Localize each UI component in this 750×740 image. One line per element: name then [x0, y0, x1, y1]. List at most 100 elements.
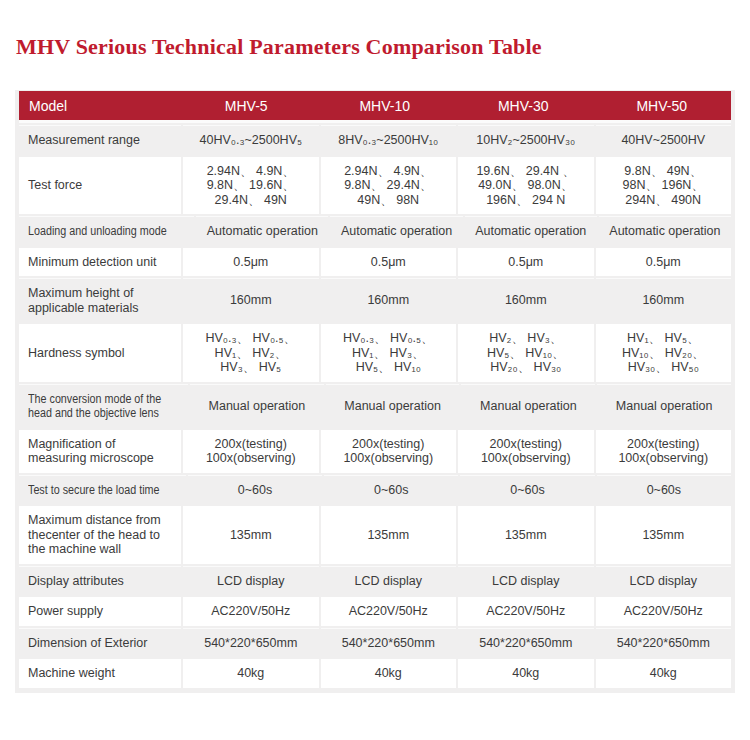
cell-value: 0.5μm [458, 248, 594, 277]
cell-value: 40HV₀.₃~2500HV₅ [183, 125, 319, 155]
cell-value: LCD display [321, 566, 457, 596]
table-row: Dimension of Exterior540*220*650mm540*22… [19, 628, 731, 658]
cell-value: 200x(testing) 100x(observing) [321, 430, 457, 473]
row-label: Hardness symbol [19, 324, 181, 382]
column-header: Model [19, 91, 177, 120]
cell-value: 10HV₂~2500HV₃₀ [458, 125, 594, 155]
cell-value: 0.5μm [321, 248, 457, 277]
cell-value: Automatic operation [330, 216, 462, 246]
cell-value: LCD display [183, 566, 319, 596]
row-label-text: Maximum height of applicable materials [28, 286, 138, 315]
table-row: Maximum height of applicable materials 16… [19, 278, 731, 322]
cell-value: Manual operation [326, 384, 460, 428]
parameters-table: ModelMHV-5MHV-10MHV-30MHV-50 Measurement… [15, 90, 735, 693]
cell-value: 0~60s [324, 475, 458, 505]
table-row: Loading and unloading mode Automatic oper… [19, 216, 731, 246]
row-label: Machine weight [19, 659, 181, 688]
row-label: Test force [19, 157, 181, 215]
cell-value: 8HV₀.₃~2500HV₁₀ [321, 125, 457, 155]
cell-value: 540*220*650mm [321, 628, 457, 658]
row-label: Maximum distance from thecenter of the h… [19, 506, 181, 564]
row-label: Measurement range [19, 125, 181, 155]
row-label-text: Minimum detection unit [28, 255, 157, 270]
cell-value: HV₀.₃、 HV₀.₅、 HV₁、 HV₂、 HV₃、 HV₅ [183, 324, 319, 382]
cell-value: AC220V/50Hz [596, 597, 732, 626]
cell-value: 200x(testing) 100x(observing) [458, 430, 594, 473]
cell-value: 135mm [321, 506, 457, 564]
cell-value: HV₂、 HV₃、 HV₅、 HV₁₀、 HV₂₀、 HV₃₀ [458, 324, 594, 382]
row-label-text: Test force [28, 178, 82, 193]
table-row: The conversion mode of the head and the … [19, 384, 731, 428]
cell-value: Automatic operation [196, 216, 328, 246]
table-body: Measurement range 40HV₀.₃~2500HV₅8HV₀.₃~2… [19, 125, 731, 688]
cell-value: 135mm [183, 506, 319, 564]
cell-value: 135mm [458, 506, 594, 564]
cell-value: AC220V/50Hz [321, 597, 457, 626]
cell-value: HV₀.₃、 HV₀.₅、 HV₁、 HV₃、 HV₅、 HV₁₀ [321, 324, 457, 382]
row-label-text: Test to secure the load time [28, 483, 159, 498]
cell-value: 40kg [321, 659, 457, 688]
cell-value: 135mm [596, 506, 732, 564]
column-header: MHV-30 [454, 91, 593, 120]
cell-value: 0.5μm [596, 248, 732, 277]
table-row: Test to secure the load time0~60s0~60s0~… [19, 475, 731, 505]
cell-value: AC220V/50Hz [458, 597, 594, 626]
cell-value: Manual operation [190, 384, 324, 428]
cell-value: 0~60s [597, 475, 731, 505]
row-label: The conversion mode of the head and the … [19, 384, 188, 428]
cell-value: 160mm [596, 278, 732, 322]
cell-value: 2.94N、 4.9N、 9.8N、 19.6N、 29.4N、 49N [183, 157, 319, 215]
cell-value: 40HV~2500HV [596, 125, 732, 155]
cell-value: 200x(testing) 100x(observing) [596, 430, 732, 473]
cell-value: 540*220*650mm [458, 628, 594, 658]
column-header: MHV-50 [593, 91, 732, 120]
cell-value: 40kg [183, 659, 319, 688]
row-label-text: Maximum distance from thecenter of the h… [28, 513, 161, 557]
row-label-text: Machine weight [28, 666, 115, 681]
table-row: Hardness symbol HV₀.₃、 HV₀.₅、 HV₁、 HV₂、 H… [19, 324, 731, 382]
table-row: Measurement range 40HV₀.₃~2500HV₅8HV₀.₃~2… [19, 125, 731, 155]
cell-value: 160mm [183, 278, 319, 322]
cell-value: 200x(testing) 100x(observing) [183, 430, 319, 473]
table-row: Maximum distance from thecenter of the h… [19, 506, 731, 564]
cell-value: 540*220*650mm [596, 628, 732, 658]
cell-value: Manual operation [597, 384, 731, 428]
table-row: Minimum detection unit0.5μm0.5μm0.5μm0.5… [19, 248, 731, 277]
table-row: Display attributesLCD displayLCD display… [19, 566, 731, 596]
cell-value: Automatic operation [599, 216, 731, 246]
cell-value: HV₁、 HV₅、 HV₁₀、 HV₂₀、 HV₃₀、 HV₅₀ [596, 324, 732, 382]
cell-value: LCD display [458, 566, 594, 596]
row-label: Display attributes [19, 566, 181, 596]
cell-value: Automatic operation [465, 216, 597, 246]
row-label: Loading and unloading mode [19, 216, 194, 246]
cell-value: 19.6N、 29.4N 、 49.0N、 98.0N、 196N、 294 N [458, 157, 594, 215]
row-label-text: Dimension of Exterior [28, 636, 148, 651]
row-label: Maximum height of applicable materials [19, 278, 181, 322]
row-label-text: Magnification of measuring microscope [28, 437, 154, 466]
table-header-row: ModelMHV-5MHV-10MHV-30MHV-50 [19, 91, 731, 123]
cell-value: 0.5μm [183, 248, 319, 277]
row-label-text: Loading and unloading mode [28, 224, 167, 239]
cell-value: 540*220*650mm [183, 628, 319, 658]
cell-value: 160mm [458, 278, 594, 322]
column-header: MHV-10 [316, 91, 455, 120]
cell-value: 0~60s [188, 475, 322, 505]
cell-value: 0~60s [460, 475, 594, 505]
row-label: Test to secure the load time [19, 475, 186, 505]
table-row: Magnification of measuring microscope 200… [19, 430, 731, 473]
cell-value: 40kg [458, 659, 594, 688]
row-label-text: The conversion mode of the head and the … [28, 392, 161, 421]
page: MHV Serious Technical Parameters Compari… [0, 0, 750, 740]
row-label: Minimum detection unit [19, 248, 181, 277]
row-label: Power supply [19, 597, 181, 626]
cell-value: 9.8N、 49N、 98N、 196N、 294N、 490N [596, 157, 732, 215]
row-label-text: Hardness symbol [28, 346, 125, 361]
row-label-text: Measurement range [28, 133, 140, 148]
column-header: MHV-5 [177, 91, 316, 120]
cell-value: Manual operation [461, 384, 595, 428]
cell-value: 40kg [596, 659, 732, 688]
table-row: Machine weight40kg40kg40kg40kg [19, 659, 731, 688]
cell-value: LCD display [596, 566, 732, 596]
cell-value: 160mm [321, 278, 457, 322]
table-row: Power supplyAC220V/50HzAC220V/50HzAC220V… [19, 597, 731, 626]
